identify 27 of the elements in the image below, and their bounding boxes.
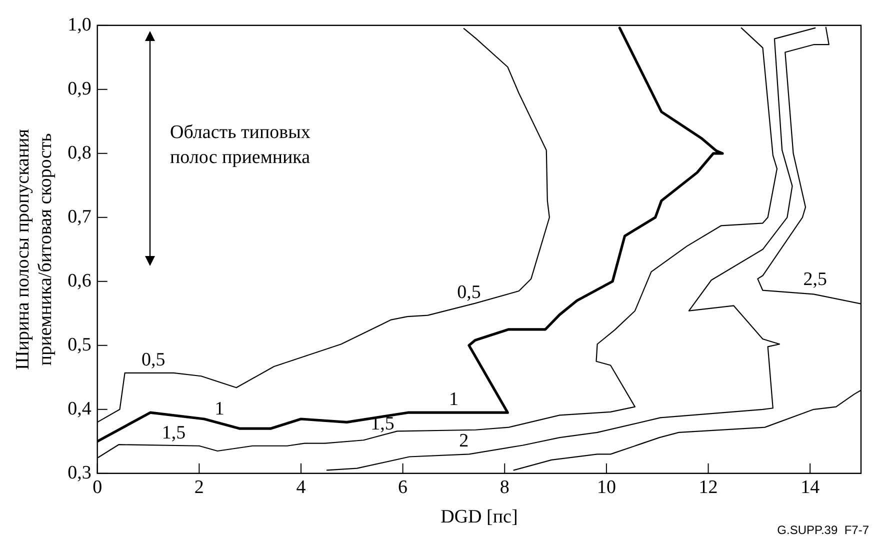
annotation: 1 <box>214 398 224 420</box>
annotation: 0,5 <box>457 282 481 304</box>
x-tick-label: 6 <box>398 476 408 498</box>
y-tick-label: 0,7 <box>68 206 92 228</box>
x-tick-label: 0 <box>92 476 102 498</box>
annotation: 1 <box>448 389 458 410</box>
x-tick-label: 2 <box>194 476 204 498</box>
text: G.SUPP.39 F7-7 <box>777 523 869 537</box>
x-tick-label: 4 <box>296 476 306 498</box>
annotation: 2 <box>459 430 469 452</box>
y-tick-label: 0,5 <box>68 334 92 356</box>
x-axis-title: DGD [пс] <box>440 506 518 528</box>
x-tick-label: 10 <box>596 476 616 498</box>
x-tick-label: 8 <box>500 476 510 498</box>
y-axis-title: Ширина полосы пропускания приемника/битовая скорость <box>12 128 56 370</box>
x-tick-label: 12 <box>698 476 718 498</box>
annotation: Область типовых полос приемника <box>170 121 310 170</box>
annotation: 1,5 <box>162 422 186 444</box>
y-tick-label: 1,0 <box>68 14 92 36</box>
y-tick-label: 0,9 <box>68 78 92 100</box>
annotation: 2,5 <box>803 268 828 290</box>
y-tick-label: 0,8 <box>68 142 92 164</box>
y-tick-label: 0,6 <box>68 270 92 292</box>
y-tick-label: 0,3 <box>68 462 92 484</box>
x-tick-label: 14 <box>800 476 820 498</box>
y-tick-label: 0,4 <box>68 398 92 420</box>
annotation: 0,5 <box>141 349 166 370</box>
